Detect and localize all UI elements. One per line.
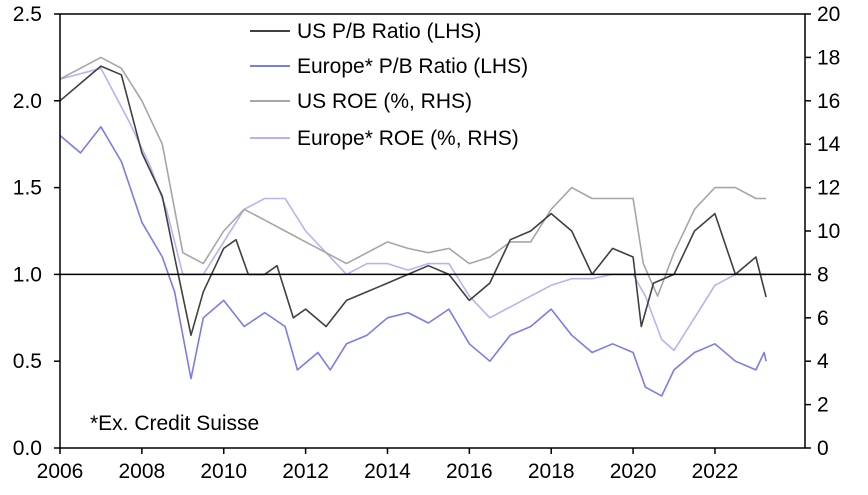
y-right-tick-label: 0 — [817, 437, 829, 460]
axes: 0.0 0.5 1.0 1.5 2.0 2.5 0 2 4 6 8 10 12 14 16 18 20 2006 2… — [13, 3, 841, 483]
series-lines — [59, 56, 767, 397]
x-tick-label: 2012 — [282, 460, 329, 483]
y-right-tick-label: 10 — [817, 220, 840, 243]
y-right-tick-label: 4 — [817, 350, 829, 373]
legend: US P/B Ratio (LHS) Europe* P/B Ratio (LHS… — [250, 20, 528, 150]
y-left-tick-label: 1.0 — [13, 263, 42, 286]
y-left-tick-label: 2.5 — [13, 3, 42, 26]
x-tick-label: 2020 — [610, 460, 657, 483]
x-tick-label: 2014 — [364, 460, 411, 483]
x-tick-label: 2018 — [528, 460, 575, 483]
legend-label-2: US ROE (%, RHS) — [297, 90, 472, 113]
y-left-tick-label: 2.0 — [13, 90, 42, 113]
series-line-0 — [59, 65, 767, 337]
x-tick-label: 2022 — [692, 460, 739, 483]
x-tick-label: 2010 — [200, 460, 247, 483]
legend-label-3: Europe* ROE (%, RHS) — [297, 127, 519, 150]
y-right-tick-label: 18 — [817, 46, 840, 69]
y-right-tick-label: 2 — [817, 394, 829, 417]
legend-label-1: Europe* P/B Ratio (LHS) — [297, 55, 528, 78]
series-line-1 — [59, 126, 767, 397]
series-line-2 — [59, 56, 767, 297]
x-tick-label: 2016 — [446, 460, 493, 483]
y-left-tick-label: 0.5 — [13, 350, 42, 373]
annotation: *Ex. Credit Suisse — [90, 412, 259, 435]
y-left-tick-label: 1.5 — [13, 177, 42, 200]
x-tick-label: 2008 — [119, 460, 166, 483]
y-left-tick-label: 0.0 — [13, 437, 42, 460]
y-right-tick-label: 16 — [817, 90, 840, 113]
y-right-tick-label: 8 — [817, 263, 829, 286]
legend-label-0: US P/B Ratio (LHS) — [297, 20, 481, 43]
y-right-tick-label: 12 — [817, 177, 840, 200]
y-right-tick-label: 14 — [817, 133, 841, 156]
y-right-tick-label: 20 — [817, 3, 840, 26]
y-right-tick-label: 6 — [817, 307, 829, 330]
x-tick-label: 2006 — [37, 460, 84, 483]
